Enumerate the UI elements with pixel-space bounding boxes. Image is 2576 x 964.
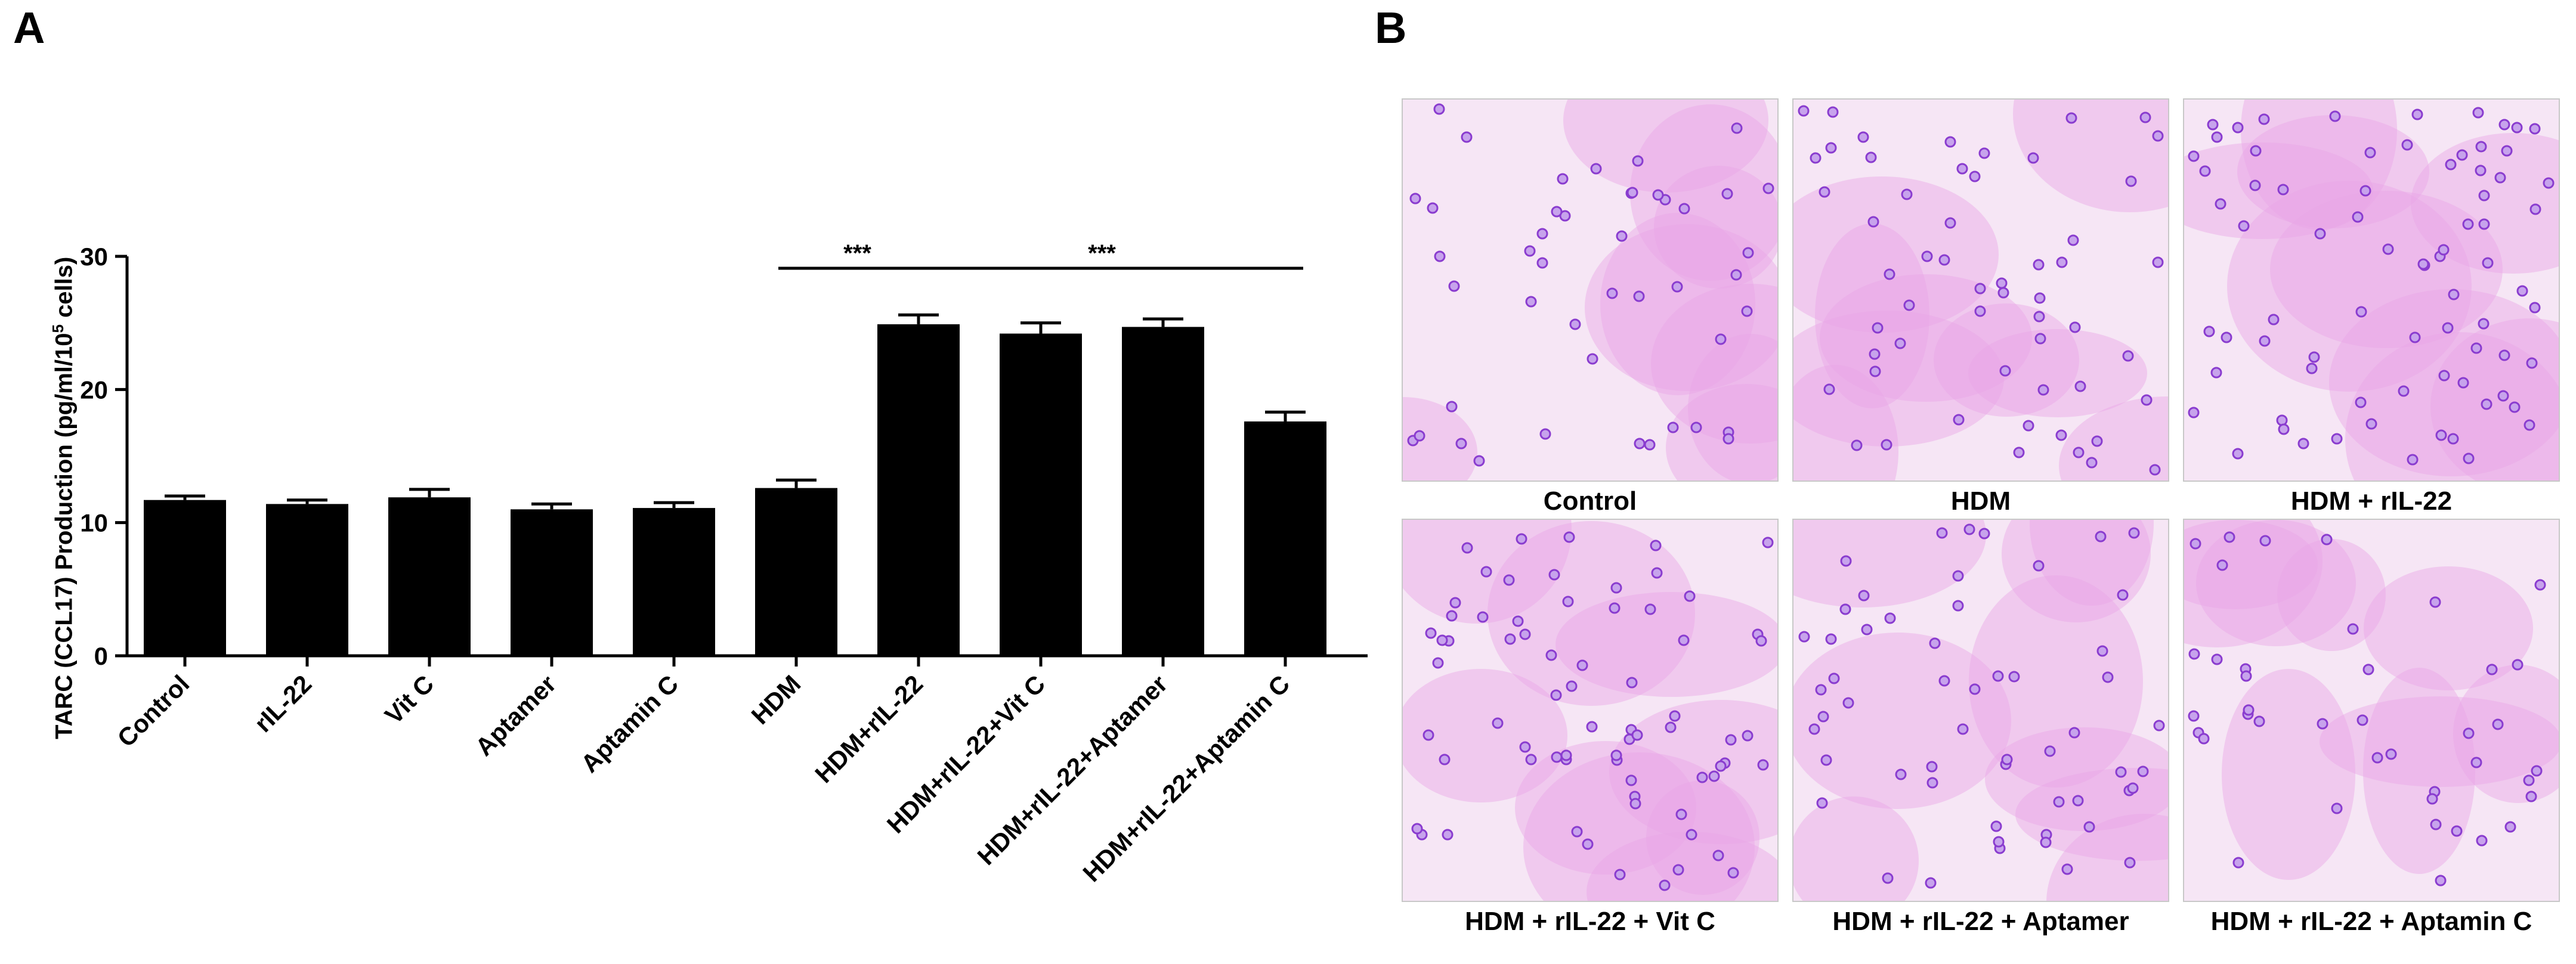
micrograph-image: [1402, 98, 1779, 482]
panel-a-letter: A: [13, 3, 45, 52]
bar: [388, 497, 471, 656]
x-tick-label: Aptamin C: [576, 669, 684, 778]
x-tick-label: HDM: [746, 669, 806, 730]
micrograph-image: [1402, 519, 1779, 902]
bar: [755, 488, 837, 656]
y-tick-label: 20: [80, 376, 108, 404]
bar: [511, 509, 593, 656]
micrograph-label: HDM + rIL-22: [2290, 486, 2453, 516]
micrograph-label: HDM + rIL-22 + Aptamer: [1832, 907, 2129, 936]
micrograph-image: [2183, 98, 2560, 482]
x-tick-label: Control: [112, 669, 195, 752]
x-tick-label: HDM+rIL-22: [809, 669, 928, 788]
bar: [1000, 333, 1082, 656]
significance-label: ***: [1088, 240, 1116, 266]
x-tick-label: Vit C: [379, 669, 439, 729]
significance-label: ***: [843, 240, 871, 266]
x-tick-label: rIL-22: [249, 669, 317, 737]
y-tick-label: 30: [80, 243, 108, 271]
y-tick-label: 10: [80, 509, 108, 537]
bar: [266, 504, 348, 656]
micrograph-label: HDM: [1950, 486, 2011, 516]
micrograph-label: HDM + rIL-22 + Aptamin C: [2210, 907, 2532, 936]
y-axis-label: TARC (CCL17) Production (pg/ml/105 cells…: [49, 256, 78, 739]
micrograph-image: [1792, 519, 2169, 902]
bar-chart: 0 10 20 30 Control rIL-22 Vit C Aptamer Aptamin …: [80, 240, 1368, 887]
micrograph-image: [2183, 519, 2560, 902]
bar: [877, 324, 960, 656]
x-tick-label: Aptamer: [470, 669, 562, 761]
micrograph-label: Control: [1543, 486, 1637, 516]
x-tick-label: HDM+rIL-22+Aptamin C: [1077, 669, 1295, 887]
bar: [144, 500, 226, 656]
bar: [1122, 327, 1204, 656]
bar: [1244, 421, 1326, 656]
micrograph-label: HDM + rIL-22 + Vit C: [1465, 907, 1715, 936]
micrograph-image: [1792, 98, 2169, 482]
y-tick-label: 0: [94, 642, 108, 670]
bar: [633, 508, 715, 656]
panel-b-letter: B: [1375, 3, 1407, 52]
